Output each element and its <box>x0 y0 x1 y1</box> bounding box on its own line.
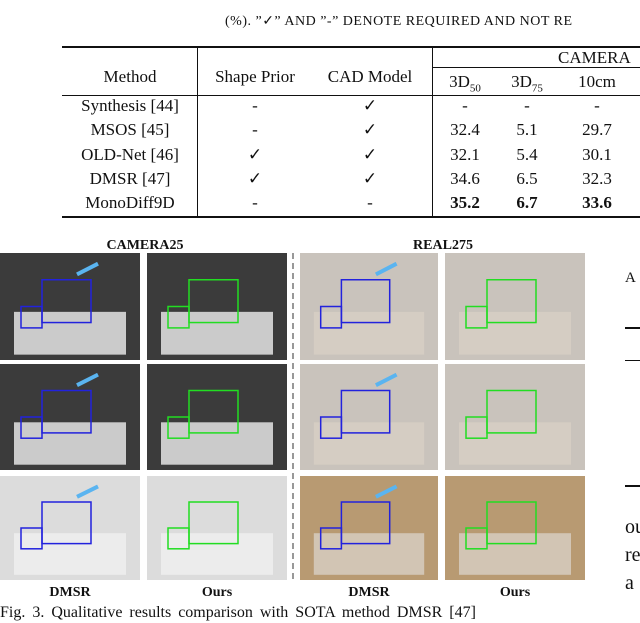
table-cell: ✓ <box>247 168 263 188</box>
table-cell: 34.6 <box>450 168 480 188</box>
table-subheader: 3D50 <box>449 72 481 98</box>
result-image <box>445 476 585 580</box>
table-cell: 29.7 <box>582 120 612 140</box>
table-cell: 30.1 <box>582 144 612 164</box>
table-cell: - <box>524 96 530 115</box>
table-cell: 5.1 <box>516 120 538 140</box>
column-label: Ours <box>201 585 233 600</box>
table-cell: 33.6 <box>582 193 612 213</box>
subheader-sub: 50 <box>469 82 481 95</box>
right-column-text: ou <box>625 516 640 538</box>
result-image <box>0 364 140 470</box>
result-image <box>445 364 585 470</box>
result-image <box>147 476 287 580</box>
table-cell: - <box>594 96 600 115</box>
rule <box>62 46 640 48</box>
result-image <box>147 253 287 360</box>
rule <box>625 360 640 361</box>
table-cell: - <box>252 193 258 213</box>
result-image <box>147 364 287 470</box>
table-cell: 35.2 <box>450 193 480 213</box>
rule <box>432 67 640 68</box>
rule <box>197 46 198 217</box>
rule <box>432 46 433 217</box>
table-cell: ✓ <box>247 144 263 164</box>
right-column-text: re <box>625 544 640 566</box>
table-cell: ✓ <box>362 96 378 115</box>
caption: (%). ”✓” AND ”-” DENOTE REQUIRED AND NOT… <box>225 14 573 29</box>
right-column-text: A <box>625 270 636 286</box>
table-cell: 32.1 <box>450 144 480 164</box>
table-cell: - <box>367 193 373 213</box>
result-image <box>300 253 438 360</box>
result-image <box>0 253 140 360</box>
result-image <box>300 476 438 580</box>
table-cell: 6.7 <box>516 193 538 213</box>
table-cell: ✓ <box>362 168 378 188</box>
table-header: Shape Prior <box>215 67 295 86</box>
right-column-text: a <box>625 572 634 594</box>
subheader-sub: 75 <box>531 82 543 95</box>
column-label: DMSR <box>348 585 390 600</box>
table-cell: - <box>462 96 468 115</box>
table-cell: 5.4 <box>516 144 538 164</box>
rule <box>62 95 640 96</box>
subheader-main: 10cm <box>578 72 616 91</box>
table-header: Method <box>103 67 157 86</box>
table-cell: MSOS [45] <box>90 120 170 140</box>
table-cell: ✓ <box>362 120 378 140</box>
subheader-main: 3D <box>449 72 470 91</box>
table-cell: Synthesis [44] <box>81 96 179 115</box>
table-header: CAD Model <box>327 67 413 86</box>
table-cell: ✓ <box>362 144 378 164</box>
figure-group-label: REAL275 <box>413 238 473 253</box>
table-subheader: 3D75 <box>511 72 543 98</box>
rule <box>62 216 640 218</box>
figure-caption: Fig. 3. Qualitative results comparison w… <box>0 604 476 621</box>
table-group-header: CAMERA <box>558 48 631 67</box>
result-image <box>300 364 438 470</box>
table-cell: OLD-Net [46] <box>81 144 179 164</box>
rule <box>625 485 640 487</box>
result-image <box>445 253 585 360</box>
column-label: DMSR <box>49 585 91 600</box>
table-cell: 6.5 <box>516 168 538 188</box>
result-image <box>0 476 140 580</box>
table-cell: MonoDiff9D <box>85 193 175 213</box>
subheader-main: 3D <box>511 72 532 91</box>
table-cell: 32.3 <box>582 168 612 188</box>
rule <box>625 327 640 329</box>
figure-group-label: CAMERA25 <box>106 238 184 253</box>
table-cell: - <box>252 120 258 140</box>
table-cell: - <box>252 96 258 115</box>
table-cell: DMSR [47] <box>89 168 171 188</box>
column-label: Ours <box>499 585 531 600</box>
separator <box>292 253 294 583</box>
table-subheader: 10cm <box>578 72 616 92</box>
table-cell: 32.4 <box>450 120 480 140</box>
